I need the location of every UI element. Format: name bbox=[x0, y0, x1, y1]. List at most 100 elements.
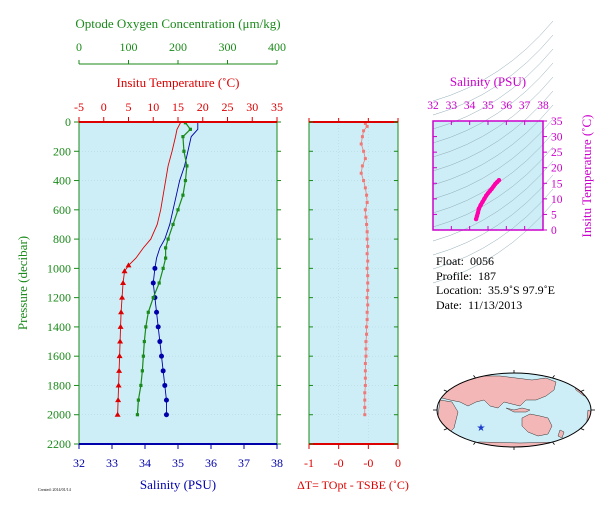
delta-axis-label: ΔT= TOpt - TSBE (˚C) bbox=[297, 478, 409, 492]
pressure-tick-label: 2200 bbox=[47, 437, 71, 451]
salinity-point bbox=[163, 397, 169, 403]
temperature-point bbox=[115, 397, 122, 403]
salinity-point bbox=[150, 280, 156, 286]
salinity-point bbox=[160, 368, 166, 374]
footnote: Created: 2014/01/14 bbox=[38, 487, 71, 492]
float-info: Float: 0056 Profile: 187 Location: 35.9˚… bbox=[436, 254, 555, 312]
delta-point bbox=[366, 244, 370, 248]
delta-point bbox=[366, 259, 370, 263]
ts-point bbox=[475, 210, 481, 216]
delta-point bbox=[365, 325, 369, 329]
ts-ytick-label: 20 bbox=[551, 163, 563, 175]
profile-panel-gridlines bbox=[79, 121, 277, 445]
map-graticule-ticks bbox=[433, 370, 595, 450]
salinity-axis-label: Salinity (PSU) bbox=[140, 477, 216, 492]
map-land-indonesia bbox=[505, 407, 531, 413]
salinity-tick-label: 38 bbox=[271, 456, 283, 470]
pressure-tick-label: 1200 bbox=[47, 291, 71, 305]
density-contour bbox=[432, 146, 554, 228]
oxygen-point bbox=[146, 310, 150, 314]
oxygen-point bbox=[151, 296, 155, 300]
date-row: Date: 11/13/2013 bbox=[436, 298, 555, 313]
oxygen-point bbox=[185, 164, 189, 168]
salinity-point bbox=[155, 324, 161, 330]
ts-density-contours bbox=[432, 20, 554, 284]
salinity-tick-label: 33 bbox=[106, 456, 118, 470]
oxygen-point bbox=[181, 135, 185, 139]
density-contour bbox=[432, 118, 554, 200]
oxygen-point bbox=[144, 325, 148, 329]
oxygen-point bbox=[141, 354, 145, 358]
delta-point bbox=[363, 383, 367, 387]
density-contour bbox=[432, 76, 554, 158]
temperature-point bbox=[115, 382, 122, 388]
profile-series bbox=[114, 121, 199, 418]
ts-xtick-label: 34 bbox=[464, 100, 476, 112]
delta-point bbox=[363, 186, 367, 190]
delta-point bbox=[363, 405, 367, 409]
density-contour bbox=[432, 90, 554, 172]
profile-label: Profile: bbox=[436, 268, 472, 283]
ts-xtick-label: 33 bbox=[446, 100, 458, 112]
ts-ytick-label: 0 bbox=[551, 225, 557, 237]
ts-point bbox=[476, 206, 482, 212]
oxygen-point bbox=[164, 256, 168, 260]
delta-point bbox=[365, 230, 369, 234]
temperature-tick-label: 15 bbox=[172, 100, 184, 114]
pressure-tick-label: 1800 bbox=[47, 378, 71, 392]
oxygen-point bbox=[142, 339, 146, 344]
delta-point bbox=[366, 274, 370, 278]
oxygen-tick-label: 0 bbox=[76, 40, 82, 54]
ts-axes: 32 33 34 35 36 37 38 0 5 10 15 20 25 30 35 bbox=[427, 100, 563, 237]
delta-point bbox=[363, 157, 367, 161]
temperature-tick-label: 10 bbox=[147, 100, 159, 114]
map-tick bbox=[580, 428, 585, 431]
delta-point bbox=[365, 296, 369, 300]
temperature-point bbox=[118, 309, 125, 315]
map-land bbox=[437, 375, 591, 447]
delta-tick-label: 0 bbox=[395, 456, 401, 470]
pressure-tick-label: 800 bbox=[53, 232, 71, 246]
profile-panel-background bbox=[79, 122, 277, 444]
density-contour bbox=[432, 188, 554, 270]
temperature-tick-label: 25 bbox=[222, 100, 234, 114]
delta-point bbox=[363, 376, 367, 380]
temperature-point bbox=[119, 294, 126, 300]
density-contour bbox=[432, 104, 554, 186]
oxygen-point bbox=[171, 222, 175, 227]
density-contour bbox=[432, 62, 554, 144]
delta-point bbox=[362, 129, 366, 133]
delta-point bbox=[365, 252, 369, 256]
pressure-tick-label: 1600 bbox=[47, 349, 71, 363]
map-tick bbox=[443, 389, 448, 392]
oxygen-point bbox=[166, 237, 170, 241]
temperature-tick-label: 5 bbox=[126, 100, 132, 114]
float-row: Float: 0056 bbox=[436, 254, 555, 269]
ts-ytick-label: 30 bbox=[551, 132, 563, 144]
delta-point bbox=[365, 266, 369, 270]
delta-axes: -1 -0 -0 0 bbox=[304, 118, 401, 470]
delta-point bbox=[364, 215, 368, 219]
delta-point bbox=[365, 193, 369, 197]
salinity-point bbox=[163, 412, 169, 418]
delta-point bbox=[359, 142, 363, 146]
salinity-tick-label: 34 bbox=[139, 456, 151, 470]
delta-point bbox=[365, 332, 369, 336]
delta-point bbox=[363, 369, 367, 373]
delta-point bbox=[363, 391, 367, 395]
delta-point bbox=[366, 288, 370, 292]
temperature-point bbox=[117, 323, 124, 329]
map-tick bbox=[473, 441, 476, 445]
map-land-australia bbox=[521, 413, 553, 437]
temperature-tick-label: 35 bbox=[271, 100, 283, 114]
delta-point bbox=[363, 121, 367, 125]
oxygen-point bbox=[183, 178, 188, 183]
profile-axes: 0200400600800100012001400160018002000220… bbox=[47, 40, 286, 470]
density-contour bbox=[432, 160, 554, 242]
delta-point bbox=[365, 201, 369, 204]
pressure-axis-label: Pressure (decibar) bbox=[15, 236, 30, 330]
ts-xtick-label: 37 bbox=[519, 100, 531, 112]
oxygen-point bbox=[188, 127, 192, 131]
location-row: Location: 35.9˚S 97.9˚E bbox=[436, 283, 555, 298]
temperature-point bbox=[114, 411, 121, 417]
